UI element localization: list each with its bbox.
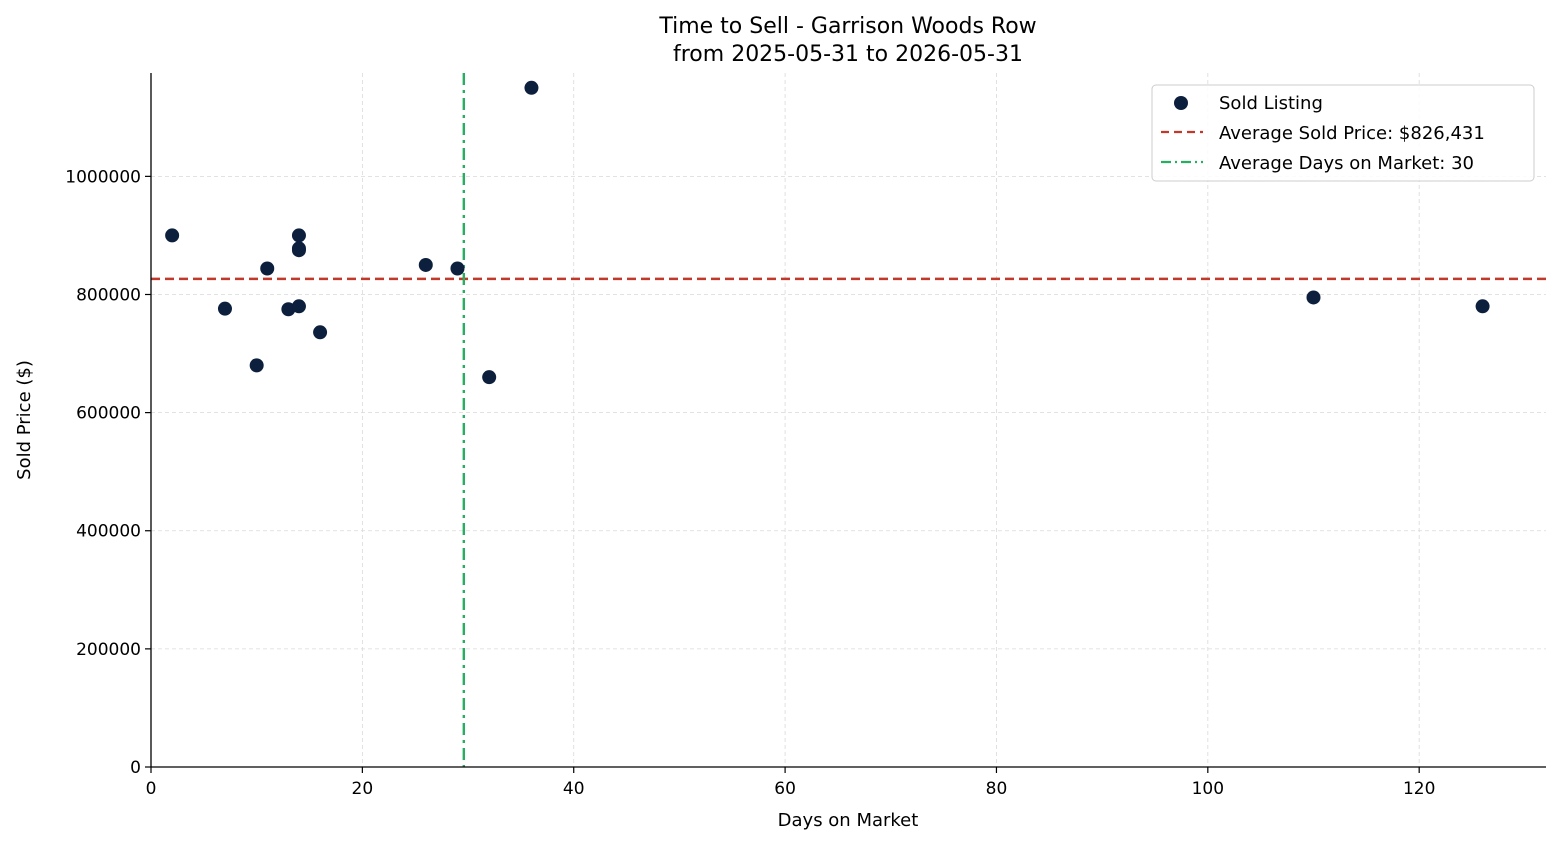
legend-marker-sold-listing (1174, 96, 1188, 110)
y-tick-label: 200000 (76, 640, 141, 660)
sold-listing-point (291, 228, 306, 243)
sold-listing-point (1475, 299, 1490, 314)
legend-box (1151, 84, 1535, 182)
sold-listing-point (524, 80, 539, 95)
chart-title: Time to Sell - Garrison Woods Row from 2… (658, 14, 1036, 67)
y-tick-label: 400000 (76, 522, 141, 542)
x-tick-label: 100 (1192, 779, 1224, 799)
legend-label-sold-listing: Sold Listing (1219, 93, 1323, 114)
x-axis-label: Days on Market (778, 810, 919, 831)
legend-label-average-price: Average Sold Price: $826,431 (1219, 123, 1485, 144)
y-tick-label: 0 (130, 758, 141, 778)
reference-lines (151, 73, 1546, 767)
sold-listing-point (281, 302, 296, 317)
sold-listing-point (1306, 290, 1321, 305)
legend-label-average-days: Average Days on Market: 30 (1219, 153, 1474, 174)
sold-listing-point (291, 299, 306, 314)
sold-listing-point (217, 301, 232, 316)
y-tick-label: 800000 (76, 285, 141, 305)
sold-listing-point (249, 358, 264, 373)
y-axis-label: Sold Price ($) (14, 360, 35, 480)
y-tick-label: 1000000 (65, 167, 141, 187)
sold-listing-point (291, 243, 306, 258)
x-tick-label: 120 (1403, 779, 1435, 799)
y-tick-label: 600000 (76, 404, 141, 424)
x-tick-label: 80 (986, 779, 1008, 799)
axes (150, 73, 1546, 768)
data-points (165, 80, 1490, 385)
x-tick-label: 40 (563, 779, 585, 799)
sold-listing-point (450, 261, 465, 276)
chart-title-line-1: Time to Sell - Garrison Woods Row (658, 14, 1036, 39)
sold-listing-point (313, 325, 328, 340)
x-tick-label: 60 (774, 779, 796, 799)
chart-title-line-2: from 2025-05-31 to 2026-05-31 (673, 42, 1023, 67)
sold-listing-point (418, 257, 433, 272)
x-tick-label: 0 (146, 779, 157, 799)
y-axis-ticks: 0 200000 400000 600000 800000 1000000 (65, 167, 151, 778)
sold-listing-point (482, 370, 497, 385)
sold-listing-point (165, 228, 180, 243)
x-axis-ticks: 0 20 40 60 80 100 120 (146, 767, 1435, 799)
sold-listing-point (260, 261, 275, 276)
legend: Sold Listing Average Sold Price: $826,43… (1151, 84, 1535, 182)
x-tick-label: 20 (352, 779, 374, 799)
